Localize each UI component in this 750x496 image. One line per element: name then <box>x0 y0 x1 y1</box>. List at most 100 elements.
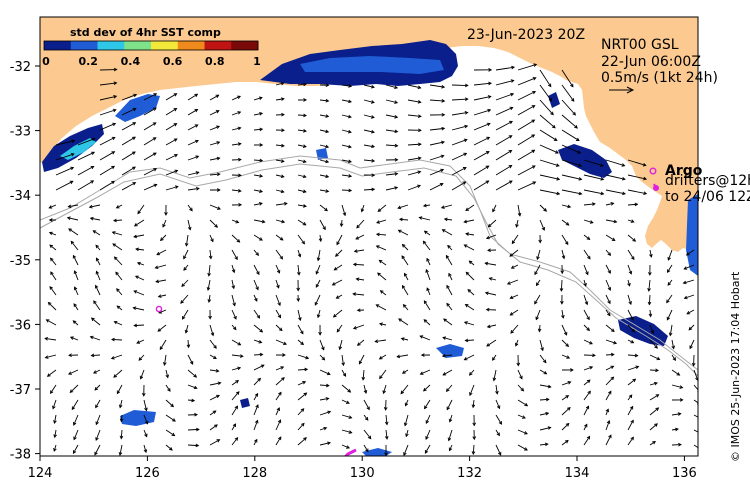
current-vector-head <box>463 244 468 248</box>
current-vector-head <box>132 151 136 155</box>
current-vector-head <box>184 329 189 334</box>
current-vector-head <box>535 316 539 321</box>
current-vector-head <box>278 391 282 396</box>
current-vector <box>231 391 240 401</box>
current-vector <box>363 114 375 118</box>
current-vector-head <box>647 287 651 292</box>
current-vector-head <box>578 177 583 181</box>
current-vector <box>649 441 656 446</box>
current-vector-head <box>259 352 264 357</box>
current-vector-head <box>364 417 369 421</box>
current-vector <box>187 93 198 101</box>
current-vector-head <box>563 331 568 336</box>
current-vector-head <box>689 345 693 350</box>
current-vector-head <box>647 301 652 306</box>
current-vector-head <box>187 226 192 231</box>
current-vector-head <box>303 98 308 102</box>
current-vector <box>356 219 365 229</box>
current-vector-head <box>333 267 338 271</box>
current-vector-head <box>376 220 380 224</box>
current-vector <box>627 366 639 371</box>
current-vector <box>451 84 468 86</box>
current-vector-head <box>115 205 120 209</box>
current-vector <box>583 390 591 401</box>
current-vector-head <box>403 452 407 456</box>
current-vector <box>473 165 489 176</box>
current-vector <box>120 429 123 439</box>
current-vector <box>96 271 101 281</box>
sst-patch-mid-2 <box>548 92 560 108</box>
current-vector-head <box>232 423 237 428</box>
current-vector <box>121 182 136 191</box>
current-vector-head <box>213 345 217 349</box>
y-tick-label: -38 <box>10 448 31 463</box>
current-vector-head <box>283 341 287 345</box>
current-vector <box>400 384 409 394</box>
current-vector <box>449 414 453 422</box>
y-axis: -32 -33 -34 -35 -36 -37 -38 <box>10 60 40 463</box>
current-vector <box>359 354 365 364</box>
current-vector <box>121 136 136 146</box>
x-tick-label: 132 <box>457 466 482 481</box>
current-vector <box>451 152 467 161</box>
current-vector-head <box>484 291 489 296</box>
current-vector <box>165 154 178 161</box>
current-vector-head <box>547 83 552 88</box>
current-vector-head <box>648 272 652 276</box>
current-vector <box>253 249 259 256</box>
x-tick-label: 128 <box>242 466 267 481</box>
current-vector <box>209 395 220 401</box>
current-vector <box>341 204 346 216</box>
current-vector <box>486 234 497 239</box>
current-vector <box>187 369 197 378</box>
current-vector <box>561 69 574 88</box>
current-vector-head <box>463 357 468 361</box>
current-vector-head <box>627 282 631 287</box>
current-vector <box>319 159 329 163</box>
current-vector-head <box>485 180 490 184</box>
current-vector <box>231 219 239 223</box>
current-vector-head <box>152 137 157 141</box>
current-vector-head <box>630 219 635 223</box>
current-vector <box>54 414 57 424</box>
current-vector <box>185 324 189 333</box>
current-vector-head <box>667 256 671 261</box>
current-vector-head <box>112 122 117 127</box>
current-vector-head <box>668 332 673 337</box>
current-vector <box>231 143 241 146</box>
current-vector-head <box>195 186 200 191</box>
current-vector <box>403 444 409 456</box>
current-vector-head <box>426 287 430 292</box>
current-vector <box>511 264 519 269</box>
current-vector-head <box>417 184 421 189</box>
current-vector-head <box>575 137 580 142</box>
current-vector <box>407 157 421 161</box>
current-vector-head <box>324 207 328 212</box>
current-vector-head <box>89 335 94 340</box>
current-vector <box>362 369 365 380</box>
current-vector-head <box>448 272 452 277</box>
current-vector-head <box>281 128 285 133</box>
current-vector <box>510 324 519 334</box>
current-vector-head <box>532 77 537 81</box>
current-vector-head <box>577 150 582 154</box>
current-vector <box>539 84 553 102</box>
current-vector <box>605 174 626 180</box>
current-vector <box>517 91 536 101</box>
current-vector <box>605 249 611 256</box>
current-vector-head <box>52 405 56 410</box>
current-vector-head <box>584 423 588 428</box>
current-vector <box>515 339 519 346</box>
current-vector <box>143 399 147 411</box>
current-vector-head <box>95 270 100 275</box>
current-vector-head <box>605 408 610 413</box>
current-vector <box>539 99 554 116</box>
current-vector <box>583 436 590 446</box>
current-vector-head <box>531 149 536 154</box>
current-vector-head <box>676 372 681 376</box>
current-vector-head <box>189 207 193 212</box>
current-vector-head <box>487 95 492 99</box>
current-vector-head <box>488 68 493 72</box>
current-vector <box>74 286 79 296</box>
current-vector <box>539 114 556 129</box>
